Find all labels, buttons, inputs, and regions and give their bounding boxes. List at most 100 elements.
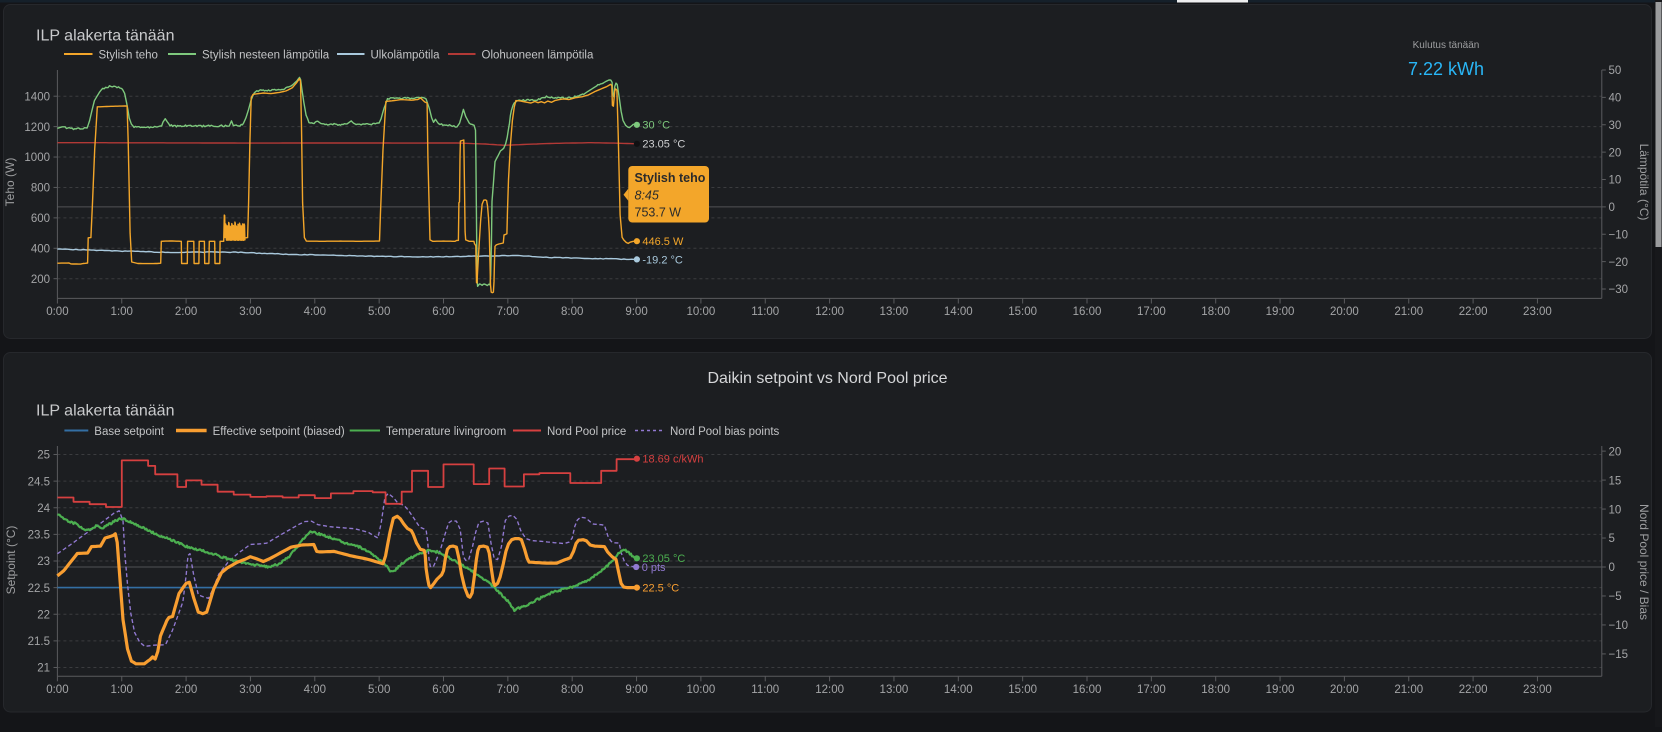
svg-text:200: 200 <box>31 274 50 286</box>
svg-text:ILP alakerta tänään: ILP alakerta tänään <box>36 403 174 420</box>
svg-text:1400: 1400 <box>24 91 50 103</box>
svg-text:30: 30 <box>1609 120 1622 132</box>
svg-text:25: 25 <box>37 450 50 462</box>
svg-text:18:00: 18:00 <box>1201 306 1230 318</box>
svg-text:3:00: 3:00 <box>239 306 261 318</box>
svg-text:7:00: 7:00 <box>497 306 519 318</box>
svg-text:Nord Pool price / Bias: Nord Pool price / Bias <box>1637 504 1651 620</box>
svg-text:22: 22 <box>37 609 50 621</box>
svg-text:Nord Pool bias points: Nord Pool bias points <box>670 426 780 438</box>
svg-text:Ulkolämpötila: Ulkolämpötila <box>371 49 441 61</box>
svg-text:0: 0 <box>1609 202 1615 214</box>
svg-text:4:00: 4:00 <box>304 684 326 696</box>
svg-text:40: 40 <box>1609 93 1622 105</box>
svg-text:4:00: 4:00 <box>304 306 326 318</box>
svg-text:6:00: 6:00 <box>432 306 454 318</box>
svg-text:16:00: 16:00 <box>1073 306 1102 318</box>
svg-text:15:00: 15:00 <box>1008 306 1037 318</box>
svg-text:−10: −10 <box>1609 620 1629 632</box>
svg-text:2:00: 2:00 <box>175 306 197 318</box>
svg-text:22.5 °C: 22.5 °C <box>642 583 679 595</box>
svg-text:5:00: 5:00 <box>368 684 390 696</box>
svg-text:21:00: 21:00 <box>1394 684 1423 696</box>
svg-text:8:00: 8:00 <box>561 684 583 696</box>
svg-text:30 °C: 30 °C <box>642 120 670 132</box>
svg-text:1200: 1200 <box>24 122 50 134</box>
svg-text:Teho (W): Teho (W) <box>3 158 17 207</box>
svg-text:10:00: 10:00 <box>687 306 716 318</box>
svg-text:21: 21 <box>37 663 50 675</box>
svg-text:ILP alakerta tänään: ILP alakerta tänään <box>36 28 174 45</box>
svg-text:−30: −30 <box>1609 284 1629 296</box>
svg-text:24.5: 24.5 <box>28 476 50 488</box>
svg-text:Effective setpoint (biased): Effective setpoint (biased) <box>213 426 345 438</box>
svg-text:20:00: 20:00 <box>1330 306 1359 318</box>
svg-text:12:00: 12:00 <box>815 684 844 696</box>
svg-text:Setpoint (°C): Setpoint (°C) <box>4 526 18 595</box>
svg-text:19:00: 19:00 <box>1266 684 1295 696</box>
svg-text:15: 15 <box>1609 475 1622 487</box>
svg-text:10: 10 <box>1609 175 1622 187</box>
svg-text:20:00: 20:00 <box>1330 684 1359 696</box>
svg-text:5: 5 <box>1609 533 1615 545</box>
svg-text:7.22 kWh: 7.22 kWh <box>1408 59 1484 79</box>
svg-text:13:00: 13:00 <box>880 306 909 318</box>
svg-text:13:00: 13:00 <box>880 684 909 696</box>
svg-text:14:00: 14:00 <box>944 684 973 696</box>
svg-text:1000: 1000 <box>24 152 50 164</box>
svg-text:Stylish nesteen lämpötila: Stylish nesteen lämpötila <box>202 49 330 61</box>
svg-text:1:00: 1:00 <box>111 306 133 318</box>
svg-text:Temperature livingroom: Temperature livingroom <box>386 426 506 438</box>
svg-text:0: 0 <box>1609 562 1615 574</box>
svg-text:Daikin setpoint vs Nord Pool p: Daikin setpoint vs Nord Pool price <box>707 370 947 387</box>
svg-text:400: 400 <box>31 243 50 255</box>
svg-text:22.5: 22.5 <box>28 583 50 595</box>
svg-text:20: 20 <box>1609 147 1622 159</box>
svg-text:20: 20 <box>1609 446 1622 458</box>
svg-text:Lämpötila (°C): Lämpötila (°C) <box>1637 144 1651 221</box>
svg-text:23: 23 <box>37 556 50 568</box>
svg-text:Olohuoneen lämpötila: Olohuoneen lämpötila <box>482 49 594 61</box>
svg-text:18:00: 18:00 <box>1201 684 1230 696</box>
svg-text:21.5: 21.5 <box>28 636 50 648</box>
svg-text:2:00: 2:00 <box>175 684 197 696</box>
svg-text:Stylish teho: Stylish teho <box>99 49 158 61</box>
svg-text:22:00: 22:00 <box>1459 306 1488 318</box>
svg-text:−5: −5 <box>1609 591 1622 603</box>
svg-text:11:00: 11:00 <box>751 306 779 318</box>
svg-text:19:00: 19:00 <box>1266 306 1295 318</box>
svg-text:14:00: 14:00 <box>944 306 973 318</box>
svg-text:16:00: 16:00 <box>1073 684 1102 696</box>
svg-text:24: 24 <box>37 503 50 515</box>
svg-text:10:00: 10:00 <box>687 684 716 696</box>
svg-text:600: 600 <box>31 213 50 225</box>
svg-text:1:00: 1:00 <box>111 684 133 696</box>
svg-text:0:00: 0:00 <box>46 306 68 318</box>
svg-text:0:00: 0:00 <box>46 684 68 696</box>
svg-text:0 pts: 0 pts <box>642 562 666 574</box>
svg-text:446.5 W: 446.5 W <box>642 236 684 248</box>
svg-text:8:45: 8:45 <box>635 188 659 202</box>
svg-text:−15: −15 <box>1609 649 1629 661</box>
svg-text:23.05 °C: 23.05 °C <box>642 553 685 565</box>
svg-text:−10: −10 <box>1609 229 1629 241</box>
svg-text:23.05 °C: 23.05 °C <box>642 139 685 151</box>
svg-text:10: 10 <box>1609 504 1622 516</box>
svg-text:3:00: 3:00 <box>239 684 261 696</box>
svg-text:-19.2 °C: -19.2 °C <box>642 254 683 266</box>
svg-text:Kulutus tänään: Kulutus tänään <box>1413 40 1480 51</box>
svg-text:6:00: 6:00 <box>432 684 454 696</box>
svg-text:Stylish teho: Stylish teho <box>635 171 706 185</box>
svg-text:753.7 W: 753.7 W <box>635 206 682 220</box>
svg-text:9:00: 9:00 <box>625 306 647 318</box>
svg-text:11:00: 11:00 <box>751 684 779 696</box>
svg-text:18.69 c/kWh: 18.69 c/kWh <box>642 454 703 466</box>
svg-text:12:00: 12:00 <box>815 306 844 318</box>
svg-text:17:00: 17:00 <box>1137 684 1166 696</box>
svg-text:23:00: 23:00 <box>1523 306 1552 318</box>
svg-text:5:00: 5:00 <box>368 306 390 318</box>
svg-text:7:00: 7:00 <box>497 684 519 696</box>
svg-text:9:00: 9:00 <box>625 684 647 696</box>
svg-text:800: 800 <box>31 183 50 195</box>
svg-text:−20: −20 <box>1609 257 1629 269</box>
